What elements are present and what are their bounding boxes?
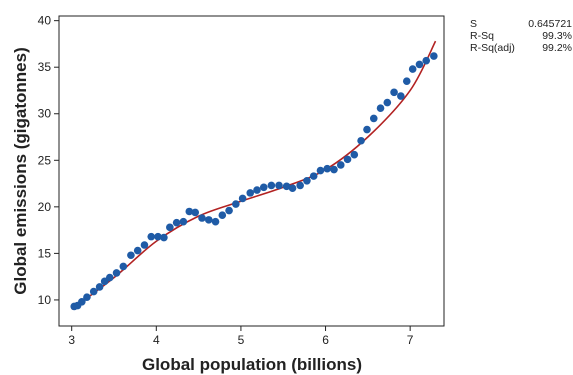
stat-value-r-sq: 99.3%	[542, 30, 572, 42]
y-tick-label: 25	[38, 153, 52, 167]
data-point	[282, 182, 291, 191]
data-point	[383, 98, 392, 107]
data-point	[179, 217, 188, 226]
data-point	[140, 241, 149, 249]
data-point	[376, 104, 385, 112]
data-point	[259, 183, 268, 192]
data-point	[166, 223, 174, 232]
stat-label-r-sq-adj: R-Sq(adj)	[470, 42, 515, 54]
y-tick-label: 30	[38, 107, 52, 121]
data-point	[288, 184, 297, 193]
data-point	[402, 77, 411, 85]
stat-label-s: S	[470, 18, 478, 30]
y-tick-label: 15	[38, 246, 52, 260]
data-point	[253, 186, 261, 194]
data-point	[430, 52, 438, 60]
data-point	[133, 246, 142, 255]
data-point	[246, 189, 255, 197]
data-point	[78, 297, 86, 306]
data-point	[119, 262, 128, 271]
data-point	[198, 214, 206, 222]
data-point	[316, 166, 325, 175]
data-point	[185, 207, 194, 216]
data-point	[390, 88, 398, 97]
x-tick-label: 6	[322, 333, 329, 347]
x-axis: 3 4 5 6 7	[68, 326, 414, 347]
data-point	[232, 200, 240, 208]
data-point	[323, 164, 332, 173]
data-point	[336, 161, 345, 169]
stat-value-r-sq-adj: 99.2%	[542, 42, 572, 54]
data-point	[191, 208, 200, 217]
data-point	[218, 211, 227, 220]
stat-row-r-sq-adj: R-Sq(adj) 99.2%	[470, 42, 572, 54]
y-tick-label: 40	[38, 14, 52, 28]
data-point	[369, 114, 378, 123]
data-point	[343, 155, 352, 164]
data-point	[363, 125, 371, 134]
x-tick-label: 3	[68, 333, 75, 347]
x-tick-label: 5	[238, 333, 245, 347]
data-point	[147, 232, 156, 241]
plot-area-frame	[58, 15, 445, 327]
data-point	[154, 232, 162, 241]
data-point	[112, 269, 121, 277]
data-point	[309, 172, 318, 180]
data-point	[105, 273, 114, 282]
stat-row-r-sq: R-Sq 99.3%	[470, 30, 572, 42]
data-point	[160, 233, 168, 242]
y-axis: 10 15 20 25 30 35 40	[38, 14, 59, 307]
data-point	[267, 181, 276, 190]
data-point	[408, 65, 417, 73]
data-point	[238, 194, 247, 203]
data-point	[127, 251, 135, 260]
fitted-regression-line	[71, 40, 437, 310]
stat-value-s: 0.645721	[528, 18, 572, 30]
data-point	[95, 283, 104, 291]
data-point	[204, 216, 213, 224]
data-point	[357, 136, 365, 145]
y-tick-label: 35	[38, 60, 52, 74]
fitted-curve-layer	[71, 40, 437, 310]
y-axis-title: Global emissions (gigatonnes)	[11, 47, 30, 294]
data-point	[211, 217, 220, 226]
data-point	[89, 287, 98, 296]
data-point	[303, 176, 311, 185]
data-point	[415, 60, 424, 69]
model-summary-stats: S 0.645721 R-Sq 99.3% R-Sq(adj) 99.2%	[470, 18, 572, 54]
data-point	[350, 150, 359, 159]
data-point	[330, 165, 338, 174]
data-points-layer	[70, 52, 438, 311]
data-point	[397, 92, 405, 100]
data-point	[275, 181, 283, 190]
data-point	[83, 293, 91, 301]
data-point	[296, 181, 304, 190]
data-point	[225, 206, 233, 215]
x-tick-label: 4	[153, 333, 160, 347]
stat-label-r-sq: R-Sq	[470, 30, 494, 42]
x-axis-title: Global population (billions)	[142, 355, 362, 374]
data-point	[172, 218, 181, 227]
data-point	[422, 56, 431, 65]
x-tick-label: 7	[407, 333, 414, 347]
stat-row-s: S 0.645721	[470, 18, 572, 30]
y-tick-label: 20	[38, 200, 52, 214]
y-tick-label: 10	[38, 293, 52, 307]
